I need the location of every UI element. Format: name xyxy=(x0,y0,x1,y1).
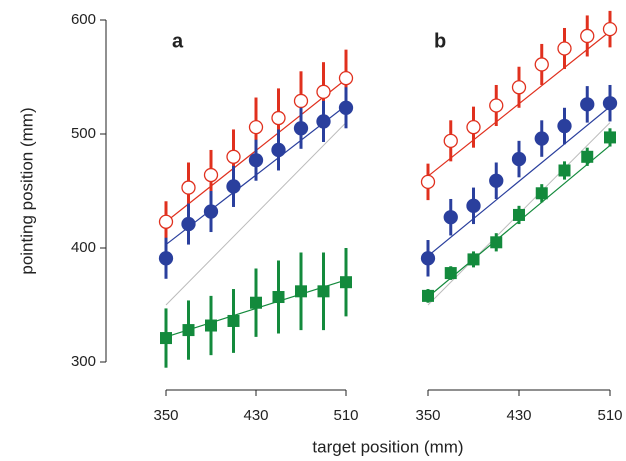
marker xyxy=(316,114,331,129)
marker xyxy=(558,164,571,177)
marker xyxy=(422,289,434,302)
panel-title: b xyxy=(434,30,446,52)
marker xyxy=(466,120,481,135)
marker xyxy=(317,285,330,298)
x-tick-label: 430 xyxy=(506,407,531,424)
marker xyxy=(226,149,241,164)
y-tick-label: 400 xyxy=(71,239,96,256)
marker xyxy=(466,198,481,213)
marker xyxy=(511,151,527,167)
marker xyxy=(557,118,572,134)
marker xyxy=(316,84,331,99)
marker xyxy=(581,150,594,163)
marker xyxy=(158,214,174,229)
marker xyxy=(248,120,264,135)
marker xyxy=(534,57,549,72)
marker xyxy=(271,110,286,126)
x-tick-label: 350 xyxy=(415,407,440,424)
marker xyxy=(272,291,285,304)
marker xyxy=(227,314,240,327)
marker xyxy=(489,173,504,188)
marker xyxy=(489,98,504,113)
marker xyxy=(248,153,264,168)
marker xyxy=(293,93,309,109)
marker xyxy=(490,236,503,249)
marker xyxy=(420,174,436,190)
marker xyxy=(203,204,219,219)
marker xyxy=(295,285,307,298)
marker xyxy=(160,332,172,345)
marker xyxy=(534,131,549,146)
marker xyxy=(467,253,480,266)
marker xyxy=(535,187,548,200)
marker xyxy=(293,121,309,136)
fit-line xyxy=(427,106,611,257)
x-tick-label: 430 xyxy=(243,407,268,424)
marker xyxy=(203,167,219,183)
marker xyxy=(444,267,457,280)
marker xyxy=(205,319,217,332)
panel-title: a xyxy=(172,30,184,52)
marker xyxy=(226,179,241,194)
x-tick-label: 510 xyxy=(597,407,622,424)
marker xyxy=(511,80,527,95)
marker xyxy=(340,276,352,289)
marker xyxy=(513,208,525,221)
marker xyxy=(443,210,458,225)
y-axis-label: pointing position (mm) xyxy=(17,107,36,274)
marker xyxy=(158,251,174,266)
marker xyxy=(420,251,436,266)
marker xyxy=(338,70,354,86)
y-tick-label: 500 xyxy=(71,125,96,142)
marker xyxy=(271,142,286,158)
marker xyxy=(182,324,195,337)
marker xyxy=(580,97,595,112)
marker xyxy=(557,41,572,56)
y-tick-label: 600 xyxy=(71,11,96,28)
y-tick-label: 300 xyxy=(71,353,96,370)
marker xyxy=(580,28,595,44)
marker xyxy=(604,131,616,144)
marker xyxy=(443,133,458,148)
marker xyxy=(250,296,262,309)
marker xyxy=(338,100,354,115)
marker xyxy=(602,21,618,37)
marker xyxy=(181,216,196,232)
x-tick-label: 510 xyxy=(333,407,358,424)
identity-line xyxy=(165,122,347,306)
marker xyxy=(602,96,618,111)
marker xyxy=(181,180,196,195)
x-tick-label: 350 xyxy=(153,407,178,424)
x-axis-label: target position (mm) xyxy=(312,437,463,456)
